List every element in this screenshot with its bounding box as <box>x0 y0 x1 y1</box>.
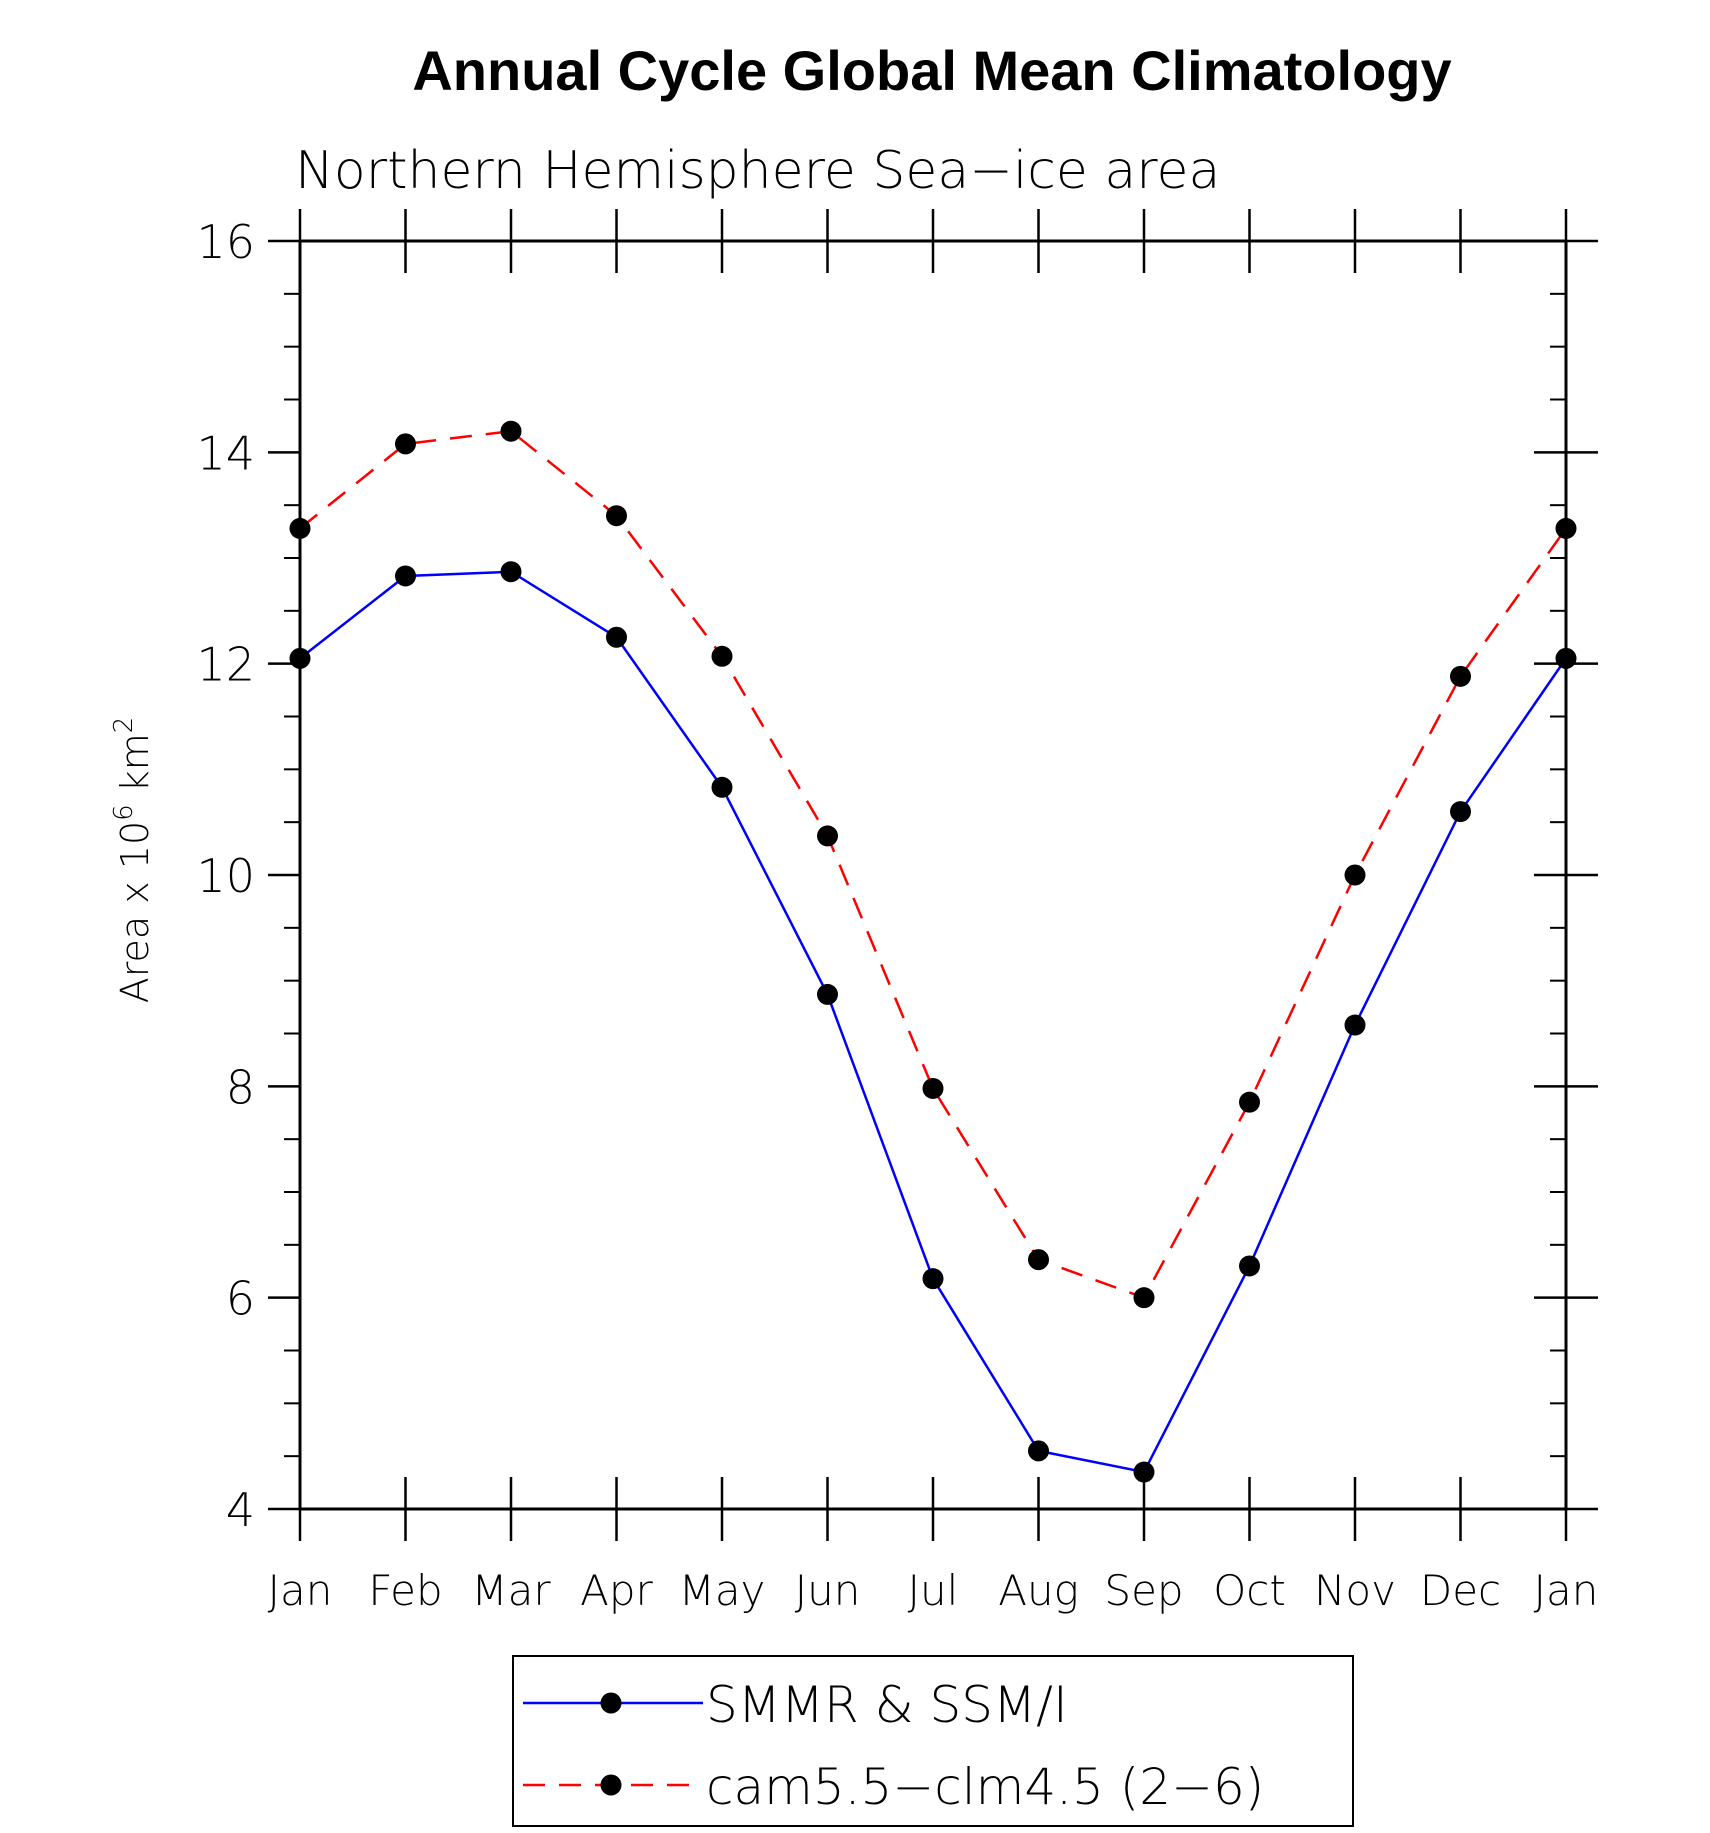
data-point-s0 <box>289 647 311 669</box>
chart-title: Annual Cycle Global Mean Climatology <box>412 39 1451 102</box>
legend-marker-0 <box>600 1692 622 1714</box>
x-tick-label: May <box>679 1566 766 1615</box>
data-point-s1 <box>1555 517 1577 539</box>
data-point-s0 <box>1450 801 1471 823</box>
data-point-s1 <box>606 505 627 527</box>
data-point-s0 <box>1028 1440 1049 1462</box>
data-point-s0 <box>922 1268 944 1290</box>
y-axis-label-exp: 6 <box>109 804 139 821</box>
data-point-s1 <box>395 433 416 455</box>
x-tick-label: Apr <box>580 1566 653 1615</box>
data-point-s0 <box>1555 647 1577 669</box>
series-line-1 <box>299 429 1568 1300</box>
data-point-s1 <box>817 825 838 847</box>
y-tick-label: 10 <box>196 849 255 903</box>
x-tick-label: Feb <box>368 1566 442 1615</box>
y-tick-label: 6 <box>226 1272 255 1326</box>
data-point-s1 <box>289 517 311 539</box>
y-axis-label-unit: km <box>113 733 157 792</box>
chart-subtitle: Northern Hemisphere Sea−ice area <box>295 141 1220 201</box>
legend-label-1: cam5.5−clm4.5 (2−6) <box>706 1758 1264 1816</box>
data-point-s0 <box>1133 1461 1155 1483</box>
data-point-s1 <box>711 645 733 667</box>
y-tick-label: 8 <box>226 1060 255 1114</box>
data-point-s0 <box>1239 1255 1260 1277</box>
y-axis-label-main: Area x 10 <box>113 821 157 1003</box>
x-tick-label: Jun <box>795 1566 861 1615</box>
data-point-s0 <box>1344 1014 1366 1036</box>
data-point-s1 <box>500 420 522 442</box>
data-point-s0 <box>817 983 838 1005</box>
data-point-s1 <box>1133 1287 1155 1309</box>
y-axis-label: Area x 106 km2 <box>109 717 157 1004</box>
x-tick-label: Jan <box>1534 1566 1599 1615</box>
legend-items: SMMR & SSM/I cam5.5−clm4.5 (2−6) <box>523 1676 1264 1816</box>
data-point-s0 <box>500 561 522 583</box>
data-point-s0 <box>606 626 627 648</box>
data-point-s1 <box>1239 1091 1260 1113</box>
x-tick-label: Mar <box>471 1566 551 1615</box>
legend-box <box>512 1655 1354 1827</box>
series-layer <box>289 420 1577 1483</box>
x-tick-label: Nov <box>1314 1566 1396 1615</box>
plot-frame <box>298 239 1568 1511</box>
legend: SMMR & SSM/I cam5.5−clm4.5 (2−6) <box>512 1655 1354 1827</box>
y-tick-label: 16 <box>196 215 255 269</box>
data-point-s1 <box>1450 665 1471 687</box>
x-tick-label: Oct <box>1213 1566 1286 1615</box>
axis-ticks <box>268 209 1598 1541</box>
data-point-s0 <box>711 776 733 798</box>
data-point-s1 <box>1344 864 1366 886</box>
x-tick-label: Dec <box>1420 1566 1501 1615</box>
data-point-s0 <box>395 565 416 587</box>
data-point-s1 <box>1028 1249 1049 1271</box>
y-tick-label: 12 <box>196 638 255 692</box>
x-tick-label: Sep <box>1104 1566 1183 1615</box>
legend-label-0: SMMR & SSM/I <box>706 1676 1068 1734</box>
series-line-0 <box>299 570 1568 1474</box>
x-tick-label: Jul <box>908 1566 959 1615</box>
data-point-s1 <box>922 1077 944 1099</box>
x-tick-label: Jan <box>268 1566 333 1615</box>
x-tick-label: Aug <box>998 1566 1079 1615</box>
y-axis-label-unit-exp: 2 <box>109 717 139 734</box>
y-tick-labels: 4 6 8 10 12 14 16 <box>196 215 255 1537</box>
x-tick-labels: Jan Feb Mar Apr May Jun Jul Aug Sep Oct Nov Dec Jan <box>268 1566 1599 1615</box>
legend-marker-1 <box>600 1774 622 1796</box>
y-tick-label: 4 <box>226 1483 255 1537</box>
y-tick-label: 14 <box>196 426 255 480</box>
